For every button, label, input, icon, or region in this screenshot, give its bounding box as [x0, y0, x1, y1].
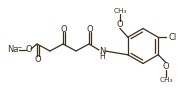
Text: CH₃: CH₃ — [159, 77, 173, 83]
Text: O: O — [87, 24, 93, 34]
Text: H: H — [99, 52, 105, 61]
Text: O: O — [35, 54, 41, 64]
Text: O: O — [25, 45, 32, 54]
Text: Na: Na — [7, 45, 19, 54]
Text: CH₃: CH₃ — [113, 8, 127, 14]
Text: −: − — [16, 44, 22, 49]
Text: O: O — [163, 62, 169, 71]
Text: O: O — [117, 20, 123, 29]
Text: Cl: Cl — [168, 33, 176, 42]
Text: N: N — [99, 46, 105, 56]
Text: O: O — [61, 24, 67, 34]
